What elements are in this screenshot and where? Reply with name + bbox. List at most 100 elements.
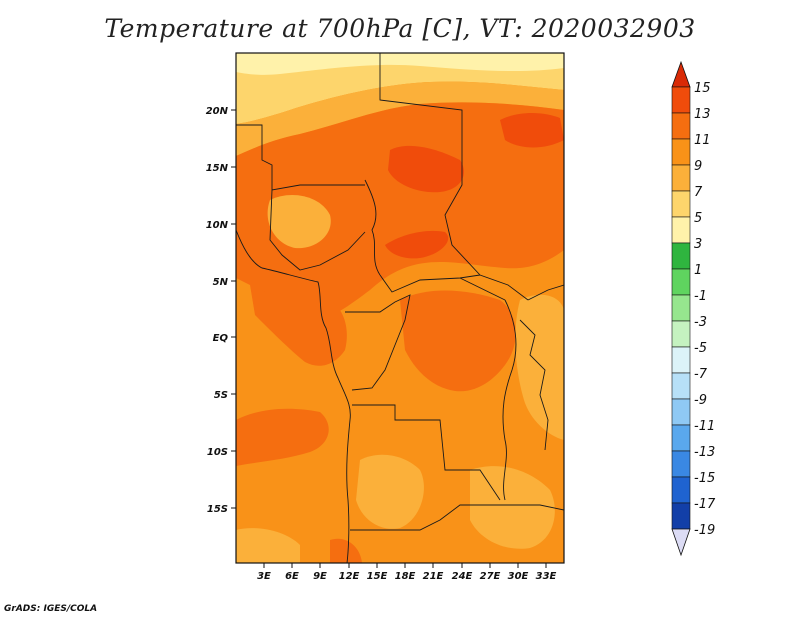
lon-label: 18E: [395, 571, 416, 582]
colorbar-label: 11: [694, 133, 711, 148]
field-band-warm: [236, 102, 564, 322]
colorbar-segment: [671, 112, 691, 140]
lon-tick: 3E: [257, 563, 271, 582]
colorbar-labels: 15 13 11 9 7 5 3 1 -1 -3 -5 -7 -9 -11 -1…: [694, 81, 716, 538]
colorbar-label: 15: [694, 81, 711, 96]
lat-tick: 20N: [206, 106, 236, 117]
field-band-equator-east: [400, 290, 516, 392]
border-car: [379, 274, 481, 293]
field-band-equator-west: [250, 285, 347, 366]
lat-tick: 10N: [206, 220, 236, 231]
colorbar-top-arrow: [671, 60, 691, 88]
field-patch-east: [515, 294, 564, 440]
colorbar-segment: [671, 398, 691, 426]
lon-label: 21E: [423, 571, 444, 582]
colorbar-segment: [671, 294, 691, 322]
border-drc-east: [502, 299, 517, 501]
colorbar-segment: [671, 86, 691, 114]
lat-label: 10S: [207, 447, 228, 458]
field-patch-southeast-hot: [330, 538, 362, 563]
longitude-axis: 3E 6E 9E 12E 15E 18E 21E 24E 27E 30E 33E: [257, 563, 557, 582]
border-nigeria: [269, 189, 366, 271]
lon-tick: 30E: [508, 563, 529, 582]
lat-label: EQ: [213, 333, 229, 344]
lon-tick: 12E: [339, 563, 360, 582]
lon-label: 6E: [285, 571, 299, 582]
map-panel: [236, 53, 564, 563]
lat-tick: 15S: [207, 504, 236, 515]
colorbar-label: 7: [694, 185, 703, 200]
border-east-horn: [527, 284, 564, 301]
border-angola: [352, 404, 501, 501]
field-hot-streak-2: [385, 230, 449, 259]
lat-tick: 15N: [206, 163, 236, 174]
colorbar: 15 13 11 9 7 5 3 1 -1 -3 -5 -7 -9 -11 -1…: [671, 60, 716, 557]
lon-tick: 6E: [285, 563, 299, 582]
lon-label: 27E: [480, 571, 501, 582]
lon-label: 24E: [452, 571, 473, 582]
map-frame: [235, 52, 565, 564]
lon-tick: 18E: [395, 563, 416, 582]
border-sahara-west: [236, 124, 365, 191]
lon-tick: 27E: [480, 563, 501, 582]
field-patch-west: [267, 195, 331, 249]
field-band-north-yellow: [236, 81, 564, 156]
colorbar-label: -9: [694, 393, 707, 408]
colorbar-segment: [671, 424, 691, 452]
colorbar-label: 3: [694, 237, 702, 252]
colorbar-bottom-arrow: [671, 528, 691, 557]
colorbar-segment: [671, 138, 691, 166]
lat-tick: 5N: [213, 277, 236, 288]
lat-tick: EQ: [213, 333, 236, 344]
lat-label: 15N: [206, 163, 229, 174]
colorbar-label: -1: [694, 289, 707, 304]
lat-label: 5S: [214, 390, 228, 401]
colorbar-segment: [671, 164, 691, 192]
colorbar-segment: [671, 216, 691, 244]
lat-label: 5N: [213, 277, 229, 288]
colorbar-label: -11: [694, 419, 715, 434]
border-coastline-west: [236, 229, 351, 563]
colorbar-segment: [671, 320, 691, 348]
lat-tick: 5S: [214, 390, 236, 401]
colorbar-segment: [671, 190, 691, 218]
lat-tick: 10S: [207, 447, 236, 458]
colorbar-label: -7: [694, 367, 708, 382]
border-chad: [364, 179, 381, 276]
lat-label: 20N: [206, 106, 229, 117]
map-title: Temperature at 700hPa [C], VT: 202003290…: [104, 14, 696, 43]
lon-tick: 21E: [423, 563, 444, 582]
lon-label: 30E: [508, 571, 529, 582]
colorbar-label: -13: [694, 445, 715, 460]
field-band-north-light: [236, 53, 564, 124]
colorbar-label: 5: [694, 211, 702, 226]
lon-tick: 24E: [452, 563, 473, 582]
colorbar-label: -15: [694, 471, 715, 486]
border-south: [350, 504, 564, 531]
colorbar-label: 1: [694, 263, 702, 278]
lon-label: 15E: [367, 571, 388, 582]
lon-label: 12E: [339, 571, 360, 582]
colorbar-segment: [671, 476, 691, 504]
colorbar-segment: [671, 268, 691, 296]
field-band-coast: [236, 408, 329, 466]
colorbar-segment: [671, 502, 691, 530]
colorbar-segment: [671, 372, 691, 400]
border-mid-east: [459, 277, 506, 301]
lon-tick: 9E: [313, 563, 327, 582]
lon-tick: 15E: [367, 563, 388, 582]
field-hot-streak-1: [388, 145, 464, 193]
colorbar-segment: [671, 346, 691, 374]
colorbar-label: 9: [694, 159, 702, 174]
lon-label: 33E: [536, 571, 557, 582]
country-borders: [236, 53, 564, 563]
border-congo: [345, 294, 411, 391]
lat-label: 15S: [207, 504, 228, 515]
colorbar-label: -5: [694, 341, 707, 356]
field-patch-southwest: [236, 528, 300, 563]
border-sahara-east: [379, 53, 529, 301]
colorbar-segment: [671, 242, 691, 270]
latitude-axis: 20N 15N 10N 5N EQ 5S 10S 15S: [206, 106, 236, 515]
lon-label: 9E: [313, 571, 327, 582]
